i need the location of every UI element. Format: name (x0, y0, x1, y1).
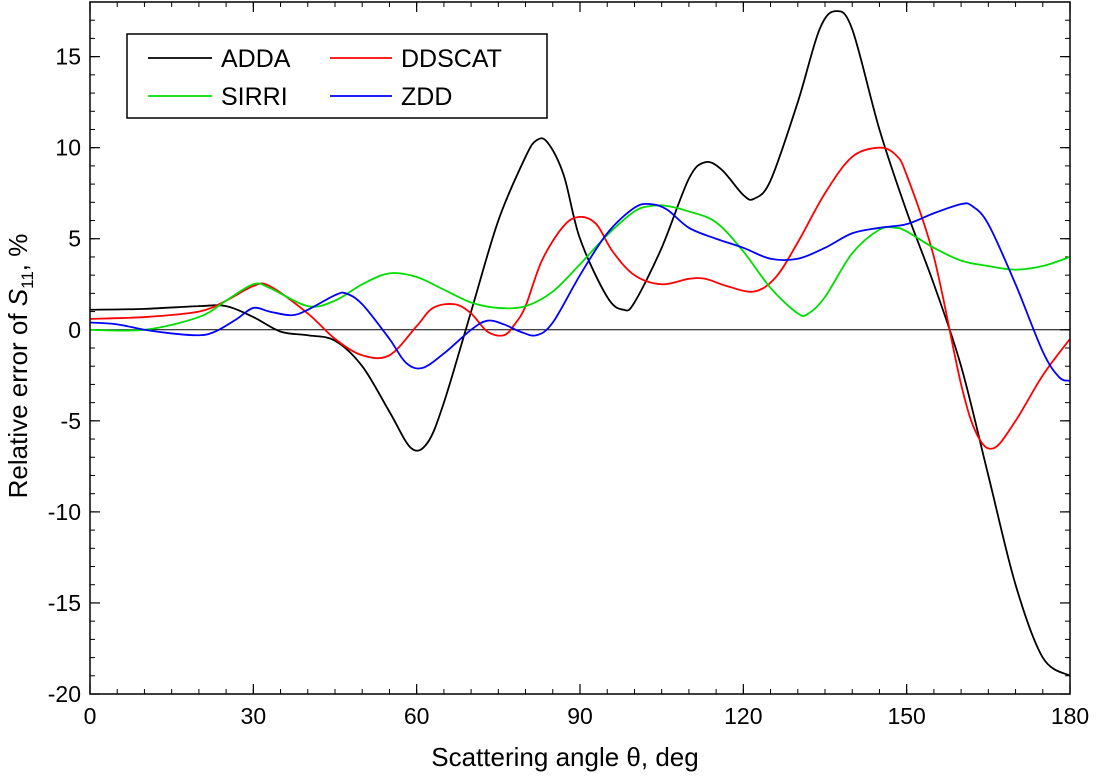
y-tick-label: -10 (48, 499, 81, 525)
x-tick-label: 150 (887, 703, 925, 729)
y-tick-label: -15 (48, 590, 81, 616)
y-axis-title-post: , % (3, 234, 33, 272)
y-tick-label: -5 (61, 408, 81, 434)
series-line-ddscat (89, 146, 1071, 450)
x-tick-label: 30 (241, 703, 267, 729)
legend-label-adda: ADDA (221, 45, 291, 73)
x-tick-labels: 0 30 60 90 120 150 180 (84, 703, 1090, 729)
y-axis-title-symbol: S (3, 288, 33, 306)
y-tick-label: 0 (68, 317, 81, 343)
x-tick-label: 120 (724, 703, 762, 729)
y-tick-label: 5 (68, 226, 81, 252)
y-axis-title-pre: Relative error of (3, 306, 33, 498)
x-tick-label: 0 (84, 703, 97, 729)
y-tick-labels: -20 -15 -10 -5 0 5 10 15 (48, 44, 81, 707)
series-line-zdd (89, 202, 1071, 382)
plot-frame (89, 1, 1071, 695)
series-line-adda (89, 10, 1071, 677)
x-tick-label: 180 (1051, 703, 1089, 729)
legend-label-zdd: ZDD (401, 83, 452, 111)
y-axis-title-sub: 11 (18, 271, 37, 289)
legend-label-sirri: SIRRI (221, 83, 288, 111)
legend-label-ddscat: DDSCAT (401, 45, 502, 73)
x-tick-label: 60 (404, 703, 430, 729)
legend: ADDA DDSCAT SIRRI ZDD (126, 33, 548, 119)
y-tick-label: -20 (48, 681, 81, 707)
legend-box (126, 33, 548, 119)
series-line-sirri (89, 204, 1071, 332)
x-tick-label: 90 (567, 703, 593, 729)
y-tick-label: 10 (55, 135, 81, 161)
x-axis-title: Scattering angle θ, deg (431, 742, 698, 772)
y-tick-label: 15 (55, 44, 81, 70)
y-axis-title: Relative error of S11, % (3, 234, 37, 499)
series-layer (89, 10, 1071, 677)
